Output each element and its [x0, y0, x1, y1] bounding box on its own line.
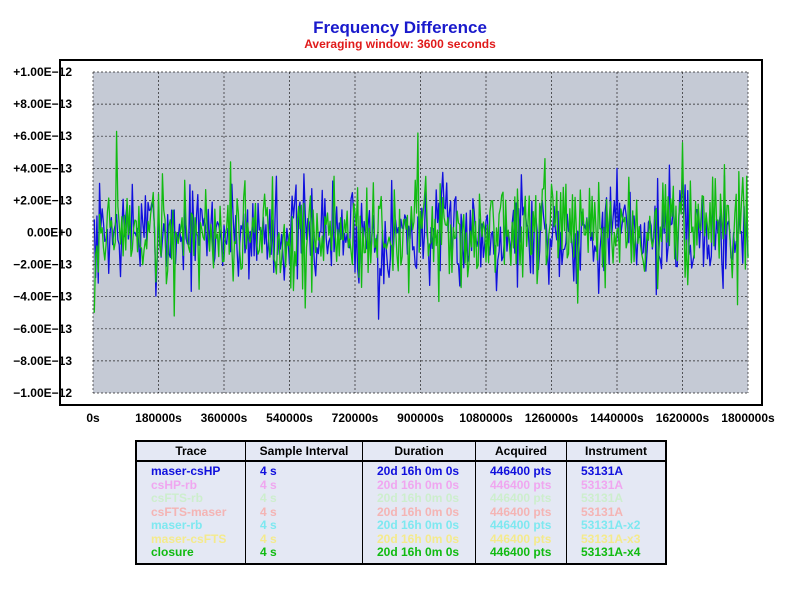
- legend-row-maser-csFTS: maser-csFTS 4 s 20d 16h 0m 0s 446400 pts 531…: [136, 531, 666, 546]
- legend-cell-trace: csFTS-rb: [151, 491, 204, 505]
- legend-cell-acquired: 446400 pts: [475, 518, 567, 533]
- legend-row-maser-rb: maser-rb 4 s 20d 16h 0m 0s 446400 pts 53131A…: [136, 518, 666, 533]
- legend-cell-instrument: 53131A-x4: [566, 545, 666, 564]
- legend-cell-acquired: 446400 pts: [475, 505, 567, 519]
- y-tick-label: −6.00E−13: [13, 322, 72, 336]
- x-tick-label: 720000s: [332, 411, 379, 425]
- x-tick-label: 1440000s: [590, 411, 644, 425]
- legend-cell-acquired: 446400 pts: [475, 532, 567, 546]
- header-instrument: Instrument: [566, 440, 667, 462]
- y-tick-label: −8.00E−13: [13, 354, 72, 368]
- legend-row-csFTS-maser: csFTS-maser 4 s 20d 16h 0m 0s 446400 pts 531…: [136, 504, 666, 519]
- legend-row-csFTS-rb: csFTS-rb 4 s 20d 16h 0m 0s 446400 pts 53131A: [136, 491, 666, 506]
- y-tick-label: +1.00E−12: [13, 65, 72, 79]
- y-axis: +1.00E−12 +8.00E−13 +6.00E−13 +4.00E−13 +2.0…: [13, 65, 72, 400]
- x-tick-label: 1620000s: [656, 411, 710, 425]
- legend-cell-acquired: 446400 pts: [475, 545, 567, 564]
- legend-cell-instrument: 53131A-x3: [566, 532, 666, 546]
- legend-cell-interval: 4 s: [245, 461, 363, 479]
- legend-cell-acquired: 446400 pts: [475, 478, 567, 492]
- legend-row-maser-csHP: maser-csHP 4 s 20d 16h 0m 0s 446400 pts 5313…: [136, 461, 666, 479]
- legend-cell-duration: 20d 16h 0m 0s: [362, 532, 476, 546]
- x-tick-label: 180000s: [135, 411, 182, 425]
- header-sample-interval: Sample Interval: [245, 440, 363, 462]
- legend-cell-instrument: 53131A: [566, 491, 666, 506]
- chart-subtitle: Averaging window: 3600 seconds: [304, 37, 496, 51]
- legend-cell-trace: closure: [151, 545, 194, 559]
- legend-table: Trace Sample Interval Duration Acquired …: [135, 440, 667, 565]
- legend-cell-duration: 20d 16h 0m 0s: [362, 478, 476, 492]
- legend-cell-trace: csFTS-maser: [151, 504, 227, 519]
- legend-header-row: Trace Sample Interval Duration Acquired …: [135, 440, 667, 462]
- legend-cell-interval: 4 s: [245, 518, 363, 533]
- y-tick-label: 0.00E+0: [27, 226, 72, 240]
- header-trace: Trace: [135, 440, 246, 462]
- legend-cell-interval: 4 s: [245, 545, 363, 564]
- chart-title: Frequency Difference: [313, 18, 487, 37]
- series-line-closure: [93, 130, 749, 317]
- frequency-difference-chart: +1.00E−12 +8.00E−13 +6.00E−13 +4.00E−13 +2.0…: [13, 59, 775, 425]
- legend-cell-instrument: 53131A: [566, 505, 666, 519]
- series-lines: [93, 130, 749, 320]
- header-acquired: Acquired: [475, 440, 567, 462]
- legend-cell-instrument: 53131A-x2: [566, 518, 666, 533]
- y-tick-label: +4.00E−13: [13, 161, 72, 175]
- legend-row-closure: closure 4 s 20d 16h 0m 0s 446400 pts 53131A-…: [136, 545, 666, 564]
- x-tick-label: 900000s: [397, 411, 444, 425]
- y-tick-label: +8.00E−13: [13, 97, 72, 111]
- y-tick-label: −2.00E−13: [13, 258, 72, 272]
- x-tick-label: 1260000s: [525, 411, 579, 425]
- x-axis: 0s 180000s 360000s 540000s 720000s 900000s 108…: [86, 411, 775, 425]
- legend-cell-interval: 4 s: [245, 491, 363, 506]
- legend-cell-acquired: 446400 pts: [475, 461, 567, 479]
- x-tick-label: 0s: [86, 411, 100, 425]
- y-tick-label: +6.00E−13: [13, 129, 72, 143]
- x-tick-label: 540000s: [266, 411, 313, 425]
- x-tick-label: 1800000s: [721, 411, 775, 425]
- x-tick-label: 360000s: [201, 411, 248, 425]
- legend-cell-trace: maser-rb: [151, 518, 203, 532]
- legend-cell-trace: maser-csHP: [151, 464, 221, 478]
- legend-cell-acquired: 446400 pts: [475, 491, 567, 506]
- legend-body: maser-csHP 4 s 20d 16h 0m 0s 446400 pts 5313…: [136, 461, 666, 564]
- y-tick-label: −4.00E−13: [13, 290, 72, 304]
- legend-cell-duration: 20d 16h 0m 0s: [362, 505, 476, 519]
- chart-frame: [59, 59, 763, 406]
- legend-cell-duration: 20d 16h 0m 0s: [362, 545, 476, 564]
- header-duration: Duration: [362, 440, 476, 462]
- legend-cell-trace: maser-csFTS: [151, 531, 227, 546]
- x-tick-label: 1080000s: [459, 411, 513, 425]
- legend-cell-duration: 20d 16h 0m 0s: [362, 491, 476, 506]
- legend-cell-trace: csHP-rb: [151, 477, 198, 492]
- y-tick-label: −1.00E−12: [13, 386, 72, 400]
- legend-cell-instrument: 53131A: [566, 461, 666, 479]
- y-tick-label: +2.00E−13: [13, 193, 72, 207]
- legend-cell-duration: 20d 16h 0m 0s: [362, 461, 476, 479]
- legend-row-csHP-rb: csHP-rb 4 s 20d 16h 0m 0s 446400 pts 53131A: [136, 477, 666, 492]
- legend-cell-interval: 4 s: [245, 505, 363, 519]
- legend-cell-interval: 4 s: [245, 532, 363, 546]
- legend-cell-instrument: 53131A: [566, 478, 666, 492]
- legend-cell-duration: 20d 16h 0m 0s: [362, 518, 476, 533]
- legend-cell-interval: 4 s: [245, 478, 363, 492]
